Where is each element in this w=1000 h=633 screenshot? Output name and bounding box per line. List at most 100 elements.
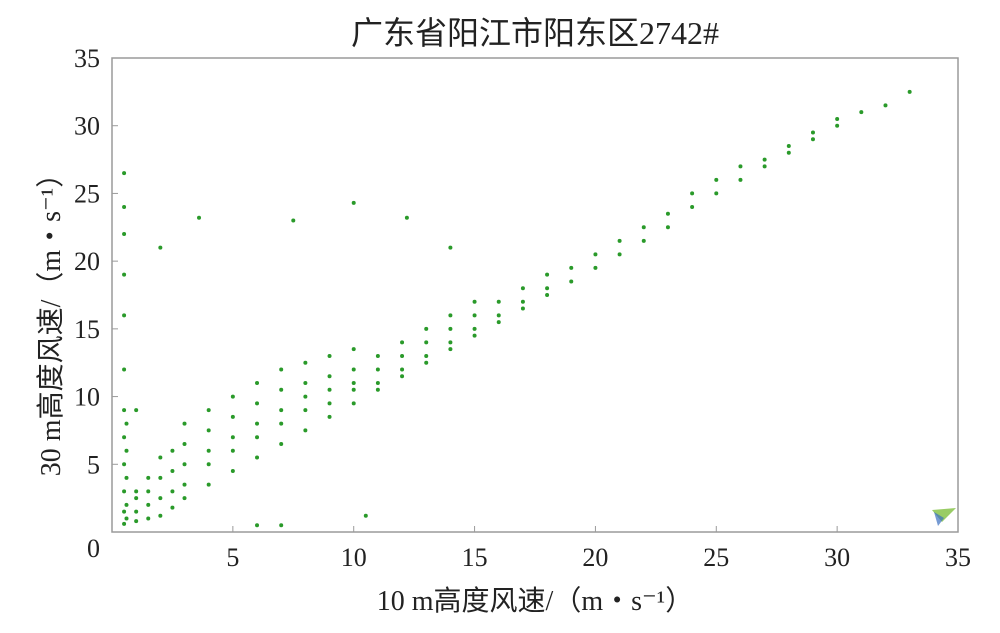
scatter-point bbox=[363, 513, 368, 518]
scatter-point bbox=[617, 252, 622, 257]
scatter-point bbox=[124, 502, 129, 507]
scatter-point bbox=[835, 116, 840, 121]
scatter-point bbox=[303, 428, 308, 433]
scatter-point bbox=[641, 225, 646, 230]
scatter-point bbox=[424, 353, 429, 358]
scatter-point bbox=[351, 347, 356, 352]
y-tick-label: 20 bbox=[74, 247, 100, 276]
scatter-point bbox=[400, 367, 405, 372]
x-tick-label: 35 bbox=[945, 543, 971, 572]
scatter-point bbox=[206, 482, 211, 487]
scatter-point bbox=[122, 313, 127, 318]
scatter-point bbox=[170, 469, 175, 474]
scatter-point bbox=[255, 421, 260, 426]
scatter-point bbox=[279, 387, 284, 392]
scatter-point bbox=[122, 408, 127, 413]
scatter-point bbox=[545, 293, 550, 297]
scatter-point bbox=[327, 414, 332, 419]
y-tick-label: 5 bbox=[87, 450, 100, 479]
scatter-point bbox=[690, 191, 695, 196]
plot-frame bbox=[111, 57, 959, 533]
y-tick-label: 15 bbox=[74, 315, 100, 344]
scatter-point bbox=[255, 381, 260, 386]
scatter-point bbox=[122, 204, 127, 209]
scatter-point bbox=[472, 333, 477, 338]
scatter-point bbox=[472, 313, 477, 318]
scatter-point bbox=[351, 387, 356, 392]
scatter-point bbox=[327, 401, 332, 406]
scatter-point bbox=[714, 191, 719, 196]
scatter-point bbox=[714, 177, 719, 182]
scatter-point bbox=[230, 448, 235, 453]
scatter-point bbox=[279, 523, 284, 528]
scatter-point bbox=[593, 265, 598, 270]
scatter-point bbox=[351, 401, 356, 406]
scatter-point bbox=[665, 225, 670, 230]
y-tick-label: 25 bbox=[74, 179, 100, 208]
scatter-point bbox=[520, 306, 525, 311]
scatter-point bbox=[206, 408, 211, 413]
scatter-point bbox=[158, 475, 163, 480]
scatter-point bbox=[230, 435, 235, 440]
scatter-point bbox=[496, 320, 501, 325]
x-tick-label: 10 bbox=[341, 543, 367, 572]
corner-icon bbox=[932, 508, 956, 526]
scatter-point bbox=[182, 421, 187, 426]
scatter-point bbox=[182, 462, 187, 467]
scatter-point bbox=[520, 299, 525, 304]
scatter-point bbox=[303, 381, 308, 386]
scatter-point bbox=[255, 401, 260, 406]
scatter-point bbox=[122, 435, 127, 440]
scatter-point bbox=[255, 435, 260, 440]
scatter-point bbox=[351, 200, 356, 205]
scatter-point bbox=[545, 272, 550, 277]
scatter-point bbox=[124, 421, 129, 426]
scatter-point bbox=[146, 516, 151, 521]
scatter-point bbox=[351, 381, 356, 386]
scatter-point bbox=[122, 367, 127, 372]
scatter-point bbox=[786, 144, 791, 149]
scatter-point bbox=[122, 171, 127, 176]
scatter-point bbox=[327, 353, 332, 358]
scatter-point bbox=[375, 367, 380, 372]
scatter-point bbox=[448, 313, 453, 318]
scatter-point bbox=[122, 521, 127, 526]
scatter-point bbox=[810, 130, 815, 135]
scatter-point bbox=[835, 123, 840, 128]
scatter-point bbox=[182, 441, 187, 446]
scatter-point bbox=[134, 489, 139, 494]
x-tick-label: 5 bbox=[226, 543, 239, 572]
scatter-point bbox=[400, 353, 405, 358]
scatter-point bbox=[569, 265, 574, 270]
scatter-point bbox=[170, 505, 175, 510]
scatter-point bbox=[665, 211, 670, 216]
scatter-point bbox=[327, 374, 332, 379]
scatter-point bbox=[690, 204, 695, 209]
scatter-point bbox=[134, 496, 139, 501]
scatter-point bbox=[448, 340, 453, 345]
scatter-point bbox=[182, 482, 187, 487]
y-tick-label: 35 bbox=[74, 44, 100, 73]
scatter-point bbox=[124, 448, 129, 453]
x-tick-label: 30 bbox=[824, 543, 850, 572]
scatter-point bbox=[230, 414, 235, 419]
x-tick-label: 15 bbox=[462, 543, 488, 572]
scatter-point bbox=[859, 110, 864, 115]
scatter-point bbox=[327, 387, 332, 392]
scatter-point bbox=[146, 502, 151, 507]
scatter-point bbox=[134, 519, 139, 524]
y-tick-label: 0 bbox=[87, 534, 100, 563]
x-tick-label: 20 bbox=[582, 543, 608, 572]
scatter-point bbox=[375, 381, 380, 386]
scatter-point bbox=[472, 326, 477, 331]
scatter-point bbox=[124, 516, 129, 521]
scatter-point bbox=[545, 286, 550, 291]
scatter-point bbox=[520, 286, 525, 291]
scatter-point bbox=[641, 238, 646, 243]
scatter-point bbox=[404, 215, 409, 220]
scatter-point bbox=[206, 448, 211, 453]
scatter-point bbox=[206, 462, 211, 467]
scatter-point bbox=[279, 408, 284, 413]
scatter-point bbox=[170, 489, 175, 494]
